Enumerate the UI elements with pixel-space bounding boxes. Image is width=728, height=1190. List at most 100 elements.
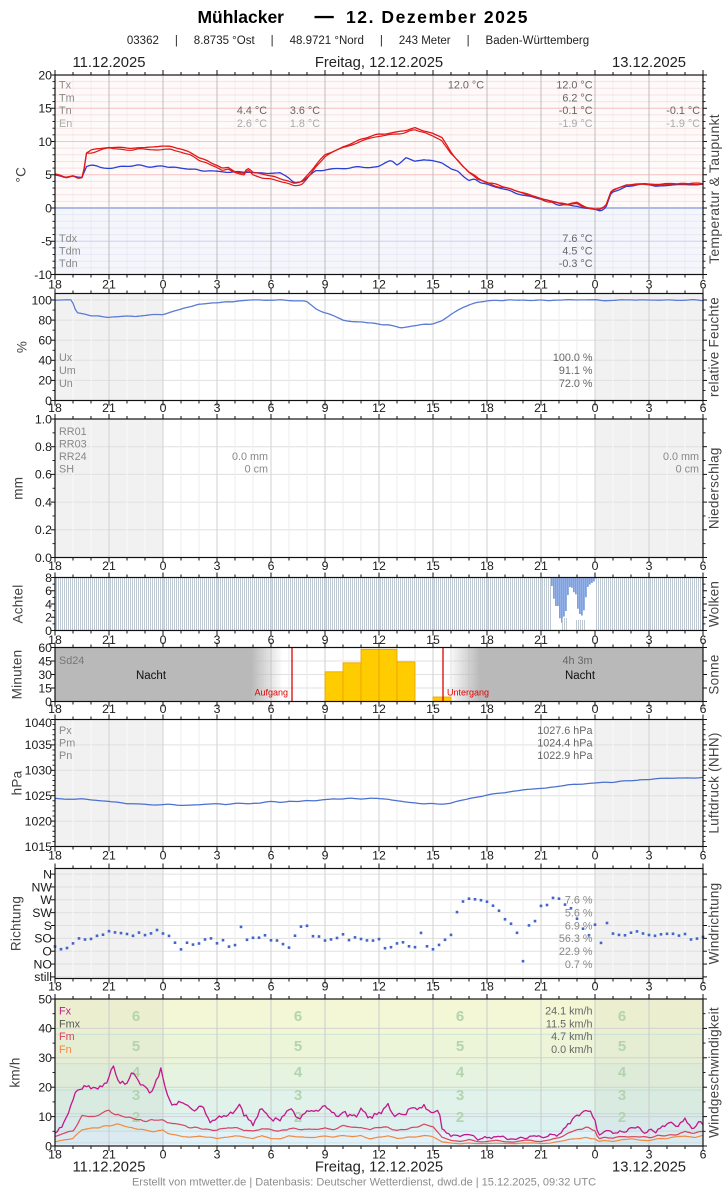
svg-text:21: 21 xyxy=(534,278,548,292)
svg-text:SH: SH xyxy=(59,464,74,476)
svg-text:Pn: Pn xyxy=(59,750,72,762)
svg-text:1040: 1040 xyxy=(25,716,53,730)
svg-text:En: En xyxy=(59,118,72,130)
svg-text:22.9 %: 22.9 % xyxy=(559,946,593,958)
svg-text:21: 21 xyxy=(102,633,116,647)
svg-text:9: 9 xyxy=(322,633,329,647)
svg-text:0: 0 xyxy=(160,979,167,993)
svg-text:Sonne: Sonne xyxy=(707,654,722,694)
svg-text:0: 0 xyxy=(160,633,167,647)
svg-text:100: 100 xyxy=(31,293,52,307)
svg-text:1030: 1030 xyxy=(25,764,53,778)
svg-text:O: O xyxy=(42,945,52,959)
svg-text:6: 6 xyxy=(268,633,275,647)
svg-text:15: 15 xyxy=(426,848,440,862)
svg-text:1022.9 hPa: 1022.9 hPa xyxy=(537,750,592,762)
svg-text:0: 0 xyxy=(160,848,167,862)
svg-text:3: 3 xyxy=(214,401,221,415)
svg-text:1025: 1025 xyxy=(25,789,53,803)
svg-text:30: 30 xyxy=(38,1051,52,1065)
svg-text:-1.9 °C: -1.9 °C xyxy=(559,118,593,130)
svg-text:12.0 °C: 12.0 °C xyxy=(448,79,484,91)
svg-text:km/h: km/h xyxy=(8,1057,23,1087)
svg-text:9: 9 xyxy=(322,401,329,415)
svg-text:°C: °C xyxy=(14,167,29,183)
svg-text:21: 21 xyxy=(534,979,548,993)
svg-text:6: 6 xyxy=(268,979,275,993)
svg-text:4.5 °C: 4.5 °C xyxy=(562,246,592,258)
svg-text:20: 20 xyxy=(38,1081,52,1095)
svg-text:18: 18 xyxy=(480,278,494,292)
svg-text:0: 0 xyxy=(592,278,599,292)
svg-text:-10: -10 xyxy=(34,268,52,282)
svg-text:3: 3 xyxy=(214,848,221,862)
svg-text:91.1 %: 91.1 % xyxy=(559,365,593,377)
svg-text:0.6: 0.6 xyxy=(35,468,52,482)
svg-text:18: 18 xyxy=(480,559,494,573)
svg-text:0 cm: 0 cm xyxy=(676,464,699,476)
svg-text:11.12.2025: 11.12.2025 xyxy=(73,55,146,71)
svg-text:6: 6 xyxy=(268,848,275,862)
svg-text:11.12.2025: 11.12.2025 xyxy=(73,1160,146,1176)
svg-text:12: 12 xyxy=(372,633,386,647)
svg-text:6: 6 xyxy=(700,1147,707,1161)
svg-text:Richtung: Richtung xyxy=(9,896,24,951)
svg-text:12: 12 xyxy=(372,278,386,292)
svg-text:Sd24: Sd24 xyxy=(59,655,84,667)
svg-text:0: 0 xyxy=(160,278,167,292)
svg-text:5.6 %: 5.6 % xyxy=(565,907,593,919)
svg-text:6: 6 xyxy=(456,1008,464,1025)
svg-text:15: 15 xyxy=(426,1147,440,1161)
svg-text:NW: NW xyxy=(32,880,53,894)
svg-text:mm: mm xyxy=(11,477,26,500)
svg-text:4: 4 xyxy=(618,1064,627,1081)
svg-text:6.9 %: 6.9 % xyxy=(565,920,593,932)
svg-text:3: 3 xyxy=(214,278,221,292)
svg-text:18: 18 xyxy=(48,1147,62,1161)
svg-text:3: 3 xyxy=(214,559,221,573)
svg-text:6: 6 xyxy=(700,848,707,862)
svg-text:3: 3 xyxy=(214,979,221,993)
svg-text:Tm: Tm xyxy=(59,92,75,104)
svg-text:Ux: Ux xyxy=(59,352,73,364)
svg-text:11.5 km/h: 11.5 km/h xyxy=(546,1018,593,1030)
svg-text:3: 3 xyxy=(214,1147,221,1161)
svg-text:3: 3 xyxy=(132,1087,140,1104)
svg-text:15: 15 xyxy=(426,559,440,573)
svg-text:5: 5 xyxy=(132,1038,140,1055)
svg-text:2: 2 xyxy=(456,1109,464,1126)
svg-text:15: 15 xyxy=(38,102,52,116)
svg-text:18: 18 xyxy=(480,979,494,993)
svg-text:30: 30 xyxy=(38,668,52,682)
svg-text:15: 15 xyxy=(426,702,440,716)
svg-text:4.4 °C: 4.4 °C xyxy=(237,105,267,117)
svg-text:50: 50 xyxy=(38,992,52,1006)
svg-text:Pm: Pm xyxy=(59,737,75,749)
svg-text:0: 0 xyxy=(592,633,599,647)
svg-text:Px: Px xyxy=(59,725,72,737)
svg-text:3: 3 xyxy=(646,848,653,862)
svg-text:9: 9 xyxy=(322,702,329,716)
svg-text:4: 4 xyxy=(456,1064,465,1081)
svg-text:18: 18 xyxy=(480,633,494,647)
svg-text:21: 21 xyxy=(534,401,548,415)
svg-text:15: 15 xyxy=(426,401,440,415)
svg-text:5: 5 xyxy=(618,1038,626,1055)
svg-text:3: 3 xyxy=(214,702,221,716)
svg-text:Um: Um xyxy=(59,365,76,377)
svg-text:0: 0 xyxy=(45,201,52,215)
svg-text:1024.4 hPa: 1024.4 hPa xyxy=(537,737,592,749)
svg-text:18: 18 xyxy=(48,559,62,573)
svg-text:Windrichtung: Windrichtung xyxy=(707,883,722,965)
svg-text:RR24: RR24 xyxy=(59,451,87,463)
svg-text:15: 15 xyxy=(38,681,52,695)
svg-text:100.0 %: 100.0 % xyxy=(553,352,593,364)
svg-text:0: 0 xyxy=(160,1147,167,1161)
svg-text:6: 6 xyxy=(45,584,52,598)
svg-text:Fm: Fm xyxy=(59,1031,75,1043)
svg-text:12. Dezember 2025: 12. Dezember 2025 xyxy=(346,7,529,27)
svg-text:Fx: Fx xyxy=(59,1005,72,1017)
svg-text:7.6 %: 7.6 % xyxy=(565,895,593,907)
svg-text:6: 6 xyxy=(268,401,275,415)
svg-text:2: 2 xyxy=(618,1109,626,1126)
